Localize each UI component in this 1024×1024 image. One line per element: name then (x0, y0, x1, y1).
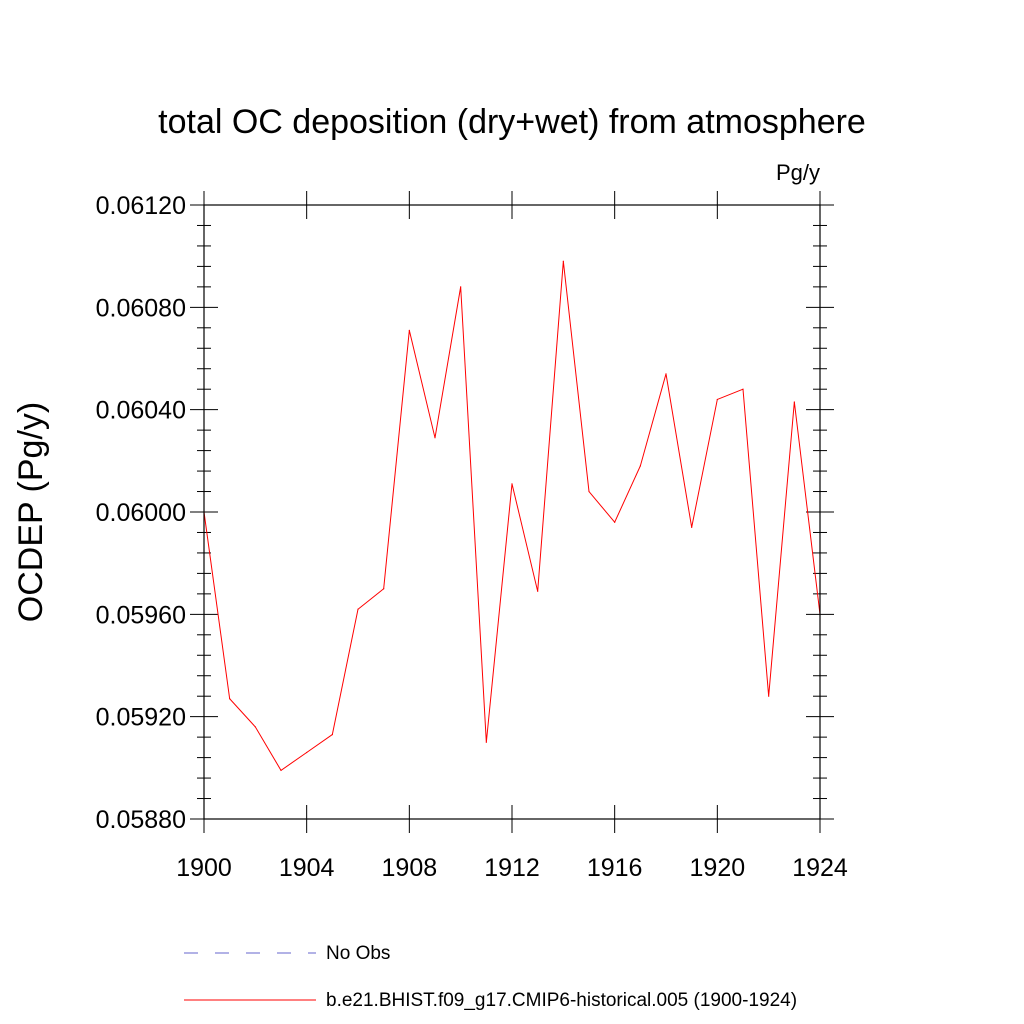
data-point (562, 260, 564, 262)
y-tick-label: 0.05920 (96, 704, 186, 732)
legend-label-historical: b.e21.BHIST.f09_g17.CMIP6-historical.005… (326, 990, 797, 1011)
data-point (254, 726, 256, 728)
plot-frame (203, 204, 821, 820)
x-tick-label: 1916 (587, 854, 643, 882)
y-tick-label: 0.06080 (96, 294, 186, 322)
data-point (742, 388, 744, 390)
data-point (665, 373, 667, 375)
data-point (460, 286, 462, 288)
axis-ticks (190, 191, 834, 833)
data-point (716, 398, 718, 401)
y-tick-label: 0.05880 (96, 806, 186, 834)
data-point (280, 769, 282, 771)
axis-tick-labels: 0.05880 0.05920 0.05960 0.06000 0.06040 0.060… (96, 192, 848, 882)
x-tick-label: 1924 (792, 854, 848, 882)
legend-label-no-obs: No Obs (326, 943, 390, 964)
x-tick-label: 1904 (279, 854, 335, 882)
x-tick-label: 1908 (382, 854, 438, 882)
units-label: Pg/y (776, 160, 820, 185)
data-point (588, 490, 590, 493)
series-layer (203, 260, 821, 772)
y-tick-label: 0.06120 (96, 192, 186, 220)
data-point (357, 608, 359, 610)
series-line (203, 261, 821, 772)
legend: No Obs b.e21.BHIST.f09_g17.CMIP6-histori… (184, 943, 797, 1011)
data-point (306, 751, 308, 754)
data-point (793, 401, 795, 403)
data-point (537, 590, 539, 592)
x-tick-label: 1900 (176, 854, 232, 882)
data-point (229, 698, 231, 700)
y-tick-label: 0.06000 (96, 499, 186, 527)
data-point (434, 437, 436, 439)
y-axis-label: OCDEP (Pg/y) (12, 402, 50, 622)
data-point (639, 465, 641, 467)
data-point (768, 695, 770, 697)
data-point (485, 741, 487, 743)
x-tick-label: 1912 (484, 854, 540, 882)
y-tick-label: 0.06040 (96, 397, 186, 425)
data-point (383, 588, 385, 590)
data-point (511, 483, 513, 485)
x-tick-label: 1920 (690, 854, 746, 882)
data-point (408, 329, 410, 331)
chart-title: total OC deposition (dry+wet) from atmos… (158, 103, 866, 141)
data-point (331, 733, 333, 736)
data-point (691, 526, 693, 528)
y-tick-label: 0.05960 (96, 601, 186, 629)
data-point (614, 521, 616, 523)
